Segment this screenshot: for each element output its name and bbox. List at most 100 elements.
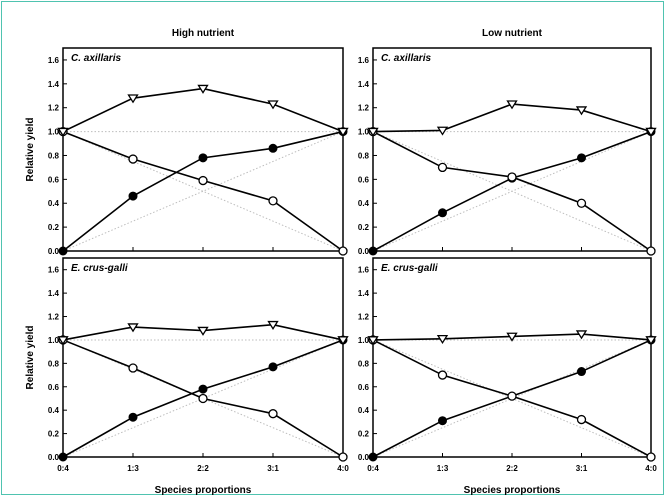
data-point-open-triangle: [127, 323, 139, 333]
y-tick-label: 0.4: [358, 406, 370, 415]
y-tick-label: 0.6: [48, 383, 60, 392]
data-point-open-triangle: [436, 334, 449, 345]
y-tick-label: 1.0: [48, 336, 60, 345]
panel-species-label: E. crus-galli: [381, 263, 438, 274]
data-point-open-triangle: [267, 320, 279, 330]
data-point-open-triangle: [645, 127, 657, 137]
data-point-open-triangle: [575, 330, 588, 340]
panel-bottom-left: 0.0 0.2 0.4 0.6 0.8 1.0 1.2 1.4 1.6 0:4 1:3 2:2 3:1 4…: [25, 257, 349, 496]
x-tick-label: 2:2: [506, 464, 518, 473]
data-point-filled-circle: [368, 246, 378, 256]
data-point-open-triangle: [127, 94, 139, 104]
data-point-open-circle: [128, 154, 138, 164]
y-tick-label: 0.2: [358, 223, 370, 232]
data-point-open-triangle: [267, 100, 279, 110]
series-line: [62, 87, 344, 133]
y-axis-label: Relative yield: [25, 118, 36, 182]
x-tick-label: 4:0: [645, 464, 657, 473]
y-tick-label: 0.2: [48, 430, 60, 439]
y-tick-label: 1.0: [358, 128, 370, 137]
data-point-open-circle: [268, 409, 278, 419]
y-tick-label: 0.8: [358, 359, 370, 368]
data-point-filled-circle: [368, 452, 378, 462]
x-tick-label: 2:2: [197, 464, 209, 473]
x-axis-label: Species proportions: [464, 485, 561, 496]
data-point-filled-circle: [577, 367, 586, 377]
y-tick-label: 1.4: [48, 80, 60, 89]
data-point-filled-circle: [438, 208, 447, 218]
y-tick-label: 0.8: [48, 151, 60, 160]
x-axis-label: Species proportions: [155, 485, 252, 496]
panel-species-label: E. crus-galli: [71, 263, 128, 274]
data-point-open-circle: [576, 414, 587, 425]
y-tick-label: 1.2: [358, 104, 370, 113]
x-tick-label: 0:4: [57, 464, 69, 473]
panel-title: High nutrient: [172, 28, 235, 39]
panel-top-right: 0.0 0.2 0.4 0.6 0.8 1.0 1.2 1.4 1.6 C. axillaris L…: [358, 28, 657, 256]
data-point-open-circle: [268, 196, 278, 206]
y-tick-label: 1.4: [358, 80, 370, 89]
data-point-open-circle: [507, 172, 517, 182]
data-point-open-triangle: [197, 326, 209, 336]
data-point-filled-circle: [58, 246, 68, 256]
y-tick-label: 1.4: [48, 289, 60, 298]
data-point-filled-circle: [58, 452, 68, 462]
y-tick-label: 1.2: [48, 313, 60, 322]
y-tick-label: 0.4: [358, 199, 370, 208]
x-tick-label: 1:3: [127, 464, 139, 473]
data-point-open-circle: [576, 198, 587, 208]
data-point-open-circle: [198, 175, 208, 186]
y-tick-label: 1.2: [358, 313, 370, 322]
data-point-open-circle: [437, 370, 448, 380]
data-point-filled-circle: [438, 416, 447, 426]
data-point-open-circle: [198, 393, 208, 404]
y-tick-label: 1.2: [48, 104, 60, 113]
data-point-open-triangle: [57, 127, 69, 137]
data-point-filled-circle: [198, 384, 208, 394]
data-point-open-circle: [338, 246, 348, 256]
x-tick-label: 1:3: [437, 464, 449, 473]
data-point-open-triangle: [506, 100, 518, 110]
data-point-filled-circle: [128, 191, 138, 201]
y-tick-label: 1.0: [358, 336, 370, 345]
data-point-open-circle: [437, 162, 448, 173]
y-tick-label: 0.0: [358, 247, 370, 256]
plot-frame: [372, 47, 652, 252]
data-point-open-triangle: [337, 127, 349, 137]
y-tick-label: 0.4: [48, 199, 60, 208]
data-point-open-circle: [507, 391, 517, 401]
y-tick-label: 0.8: [358, 151, 370, 160]
x-tick-label: 4:0: [337, 464, 349, 473]
data-point-open-triangle: [645, 336, 657, 346]
data-point-open-circle: [646, 452, 656, 462]
y-tick-label: 0.0: [48, 453, 60, 462]
data-point-open-triangle: [197, 84, 209, 94]
x-tick-label: 0:4: [367, 464, 379, 473]
y-tick-label: 1.6: [358, 266, 370, 275]
panel-species-label: C. axillaris: [381, 53, 431, 64]
data-point-open-triangle: [436, 126, 449, 136]
y-axis-label: Relative yield: [25, 326, 36, 390]
y-tick-label: 1.0: [48, 128, 60, 137]
y-tick-label: 0.0: [358, 453, 370, 462]
data-point-filled-circle: [577, 153, 586, 163]
data-point-open-circle: [646, 246, 656, 256]
y-tick-label: 0.6: [48, 175, 60, 184]
panel-species-label: C. axillaris: [71, 53, 121, 64]
y-tick-label: 1.6: [48, 266, 60, 275]
y-tick-label: 0.2: [48, 223, 60, 232]
y-tick-label: 1.6: [358, 56, 370, 65]
data-point-filled-circle: [128, 412, 138, 422]
data-point-open-triangle: [367, 127, 379, 137]
data-point-filled-circle: [268, 143, 278, 153]
panel-top-left: 0.0 0.2 0.4 0.6 0.8 1.0 1.2 1.4 1.6 C. axillaris H…: [25, 28, 349, 256]
data-point-open-triangle: [337, 336, 349, 346]
data-point-open-triangle: [367, 336, 379, 346]
y-tick-label: 0.6: [358, 383, 370, 392]
y-tick-label: 0.0: [48, 247, 60, 256]
reference-line: [372, 131, 652, 252]
y-tick-label: 0.8: [48, 359, 60, 368]
data-point-filled-circle: [198, 153, 208, 163]
